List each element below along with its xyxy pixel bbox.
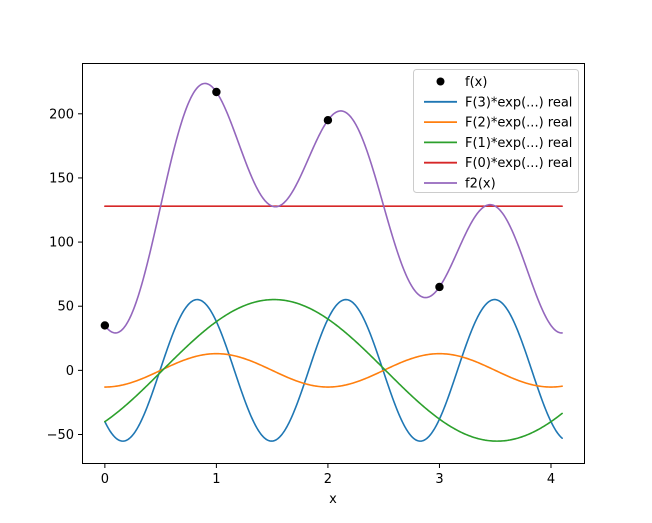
y-tick-label: −50 (47, 428, 74, 443)
scatter-point (100, 321, 110, 330)
series-curve (104, 82, 563, 334)
y-tick-label: 0 (66, 364, 74, 379)
y-tick-label: 150 (49, 171, 74, 186)
scatter-point (212, 87, 221, 97)
legend-marker-dot (436, 77, 445, 86)
legend-entry-label: f(x) (465, 75, 487, 90)
axes-layer: 0 1 2 3 4 −50 0 50 100 150 200 (47, 63, 585, 487)
y-tick-label: 100 (49, 236, 74, 251)
x-tick-label: 4 (547, 472, 555, 487)
scatter-point (435, 282, 444, 292)
x-tick-label: 2 (324, 472, 332, 487)
legend-entry-label: F(0)*exp(...) real (465, 156, 572, 171)
curves-layer (104, 82, 563, 442)
legend-entry-label: F(2)*exp(...) real (465, 116, 572, 131)
x-tick-label: 0 (101, 472, 109, 487)
legend-entry-label: F(3)*exp(...) real (465, 95, 572, 110)
scatter-point (323, 116, 333, 125)
x-tick-label: 3 (435, 472, 443, 487)
legend-entry-label: F(1)*exp(...) real (465, 136, 572, 151)
series-curve (104, 298, 563, 442)
legend-entry-label: f2(x) (465, 177, 496, 192)
y-tick-label: 200 (49, 107, 74, 122)
legend-box (413, 69, 579, 193)
y-tick-label: 50 (57, 300, 74, 315)
plot-spines (82, 63, 585, 464)
series-curve (104, 298, 563, 442)
series-curve (104, 352, 563, 388)
x-axis-label: x (329, 492, 337, 507)
x-tick-label: 1 (212, 472, 220, 487)
scatter-layer (100, 87, 444, 330)
legend: f(x) F(3)*exp(...) real F(2)*exp(...) real… (413, 69, 579, 193)
